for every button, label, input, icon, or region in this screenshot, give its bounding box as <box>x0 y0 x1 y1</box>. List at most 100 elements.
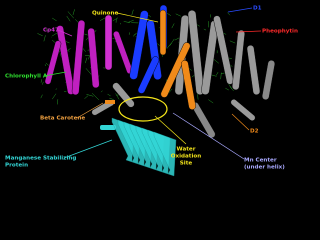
label: D2 <box>250 129 259 135</box>
helices <box>44 4 276 138</box>
helix <box>261 60 276 100</box>
helix <box>232 29 245 91</box>
mesh-line <box>85 68 92 75</box>
label: Chlorophyll A <box>5 74 48 80</box>
label: Pheophytin <box>262 29 298 35</box>
carotene <box>105 100 115 104</box>
mesh-line <box>166 42 172 49</box>
mesh-line <box>82 48 86 52</box>
mesh-line <box>134 33 136 36</box>
helix <box>159 9 167 56</box>
label: Beta Carotene <box>40 116 85 122</box>
mesh-line <box>227 12 231 16</box>
helix <box>87 27 100 89</box>
mesh-line <box>57 99 59 105</box>
mesh-line <box>229 40 236 44</box>
leader-line <box>227 7 253 13</box>
mesh-line <box>52 17 57 21</box>
mesh-line <box>109 97 114 100</box>
label: Water <box>177 147 196 153</box>
leader-line <box>43 71 67 77</box>
mesh-line <box>42 81 44 85</box>
mesh-line <box>85 57 88 64</box>
label: Oxidation <box>171 154 201 160</box>
mesh-line <box>84 95 89 99</box>
mesh-line <box>72 9 75 16</box>
mesh-line <box>51 32 58 37</box>
mesh-line <box>175 13 181 17</box>
structure-image: Quinone D1 Cp47 Pheophytin Chlorophyll A Beta… <box>5 4 298 177</box>
leader-line <box>231 113 250 131</box>
mesh-line <box>37 33 43 37</box>
mesh-line <box>67 11 74 19</box>
helix <box>71 19 86 96</box>
mesh-line <box>208 99 214 104</box>
oxidation-site-ring <box>118 96 168 122</box>
beta-strand <box>153 131 177 177</box>
mesh-line <box>44 64 47 67</box>
leader-line <box>76 102 104 119</box>
mesh-line <box>212 58 219 64</box>
mesh-line <box>171 23 175 29</box>
leader-line <box>57 29 73 37</box>
helix <box>181 60 196 110</box>
mesh-line <box>66 15 71 22</box>
mesh-line <box>43 35 46 42</box>
helix <box>112 82 135 108</box>
mesh-line <box>225 87 229 91</box>
mesh-line <box>91 93 100 101</box>
mesh-line <box>128 32 130 35</box>
mesh-line <box>40 94 43 99</box>
label: Quinone <box>92 11 118 17</box>
mesh-line <box>229 86 234 92</box>
mesh-line <box>169 38 175 46</box>
mesh-line <box>86 94 94 97</box>
cyan-helix <box>100 125 116 130</box>
labels: Quinone D1 Cp47 Pheophytin Chlorophyll A Beta… <box>5 6 298 171</box>
mesh-line <box>132 32 138 37</box>
label: Mn Center <box>244 158 277 164</box>
mesh-line <box>88 55 90 60</box>
label: D1 <box>253 6 262 12</box>
mesh-line <box>40 79 42 83</box>
helix <box>129 10 149 80</box>
helix <box>137 56 160 94</box>
mesh-line <box>203 28 207 31</box>
mesh-line <box>223 32 227 35</box>
mesh-line <box>112 17 119 22</box>
label: (under helix) <box>244 165 285 171</box>
mesh-line <box>210 14 211 18</box>
mesh-line <box>52 93 57 100</box>
mesh-line <box>107 93 111 97</box>
leader-line <box>116 12 159 23</box>
mesh-line <box>220 72 222 80</box>
mesh-line <box>148 14 152 18</box>
mesh-line <box>128 19 134 23</box>
leader-line <box>235 30 262 33</box>
mesh-line <box>123 21 131 23</box>
leader-line <box>154 115 187 145</box>
helix <box>230 99 256 121</box>
label: Manganese Stabilizing <box>5 156 76 162</box>
label: Cp47 <box>43 28 59 34</box>
mesh-line <box>100 90 103 93</box>
mesh-line <box>55 88 58 90</box>
helix <box>44 40 62 85</box>
beta-sheet <box>111 117 177 177</box>
mesh-line <box>215 72 219 76</box>
mesh-line <box>45 62 49 66</box>
helix <box>104 14 113 71</box>
label: Site <box>180 161 193 167</box>
helix <box>246 45 261 95</box>
leader-lines <box>43 7 262 160</box>
mesh-line <box>174 37 180 41</box>
mesh-line <box>44 27 48 32</box>
helix <box>213 15 234 85</box>
helix <box>160 42 191 98</box>
helix <box>187 10 205 95</box>
mesh-line <box>131 9 134 16</box>
leader-line <box>172 112 245 160</box>
label: Protein <box>5 163 28 169</box>
mesh-line <box>115 93 120 100</box>
leader-line <box>63 139 113 159</box>
